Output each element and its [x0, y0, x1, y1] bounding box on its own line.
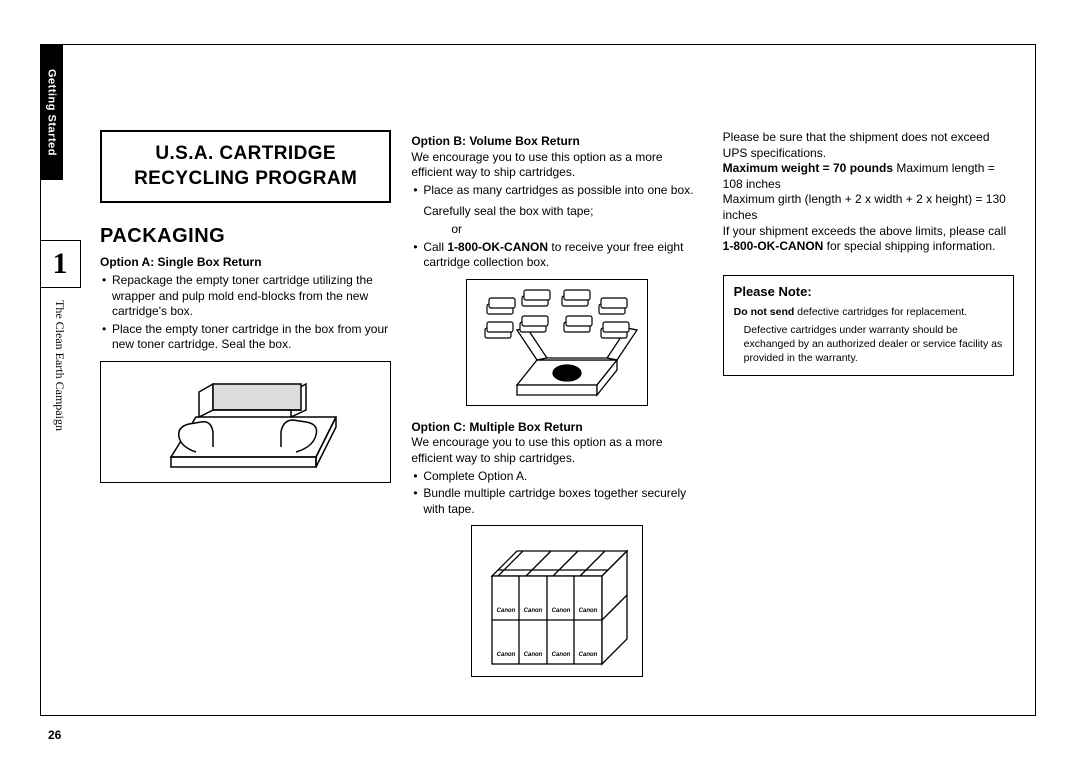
option-b-list2: Call 1-800-OK-CANON to receive your free… [411, 240, 702, 271]
option-a-bullet: Repackage the empty toner cartridge util… [100, 273, 391, 320]
illustration-option-b [466, 279, 648, 406]
option-b-intro: We encourage you to use this option as a… [411, 150, 702, 181]
stacked-boxes-icon: Canon Canon Canon Canon Canon Canon Canon Cano… [472, 526, 642, 676]
option-c-bullet: Complete Option A. [411, 469, 702, 485]
illustration-option-a [100, 361, 391, 483]
svg-text:Canon: Canon [524, 608, 543, 614]
svg-text:Canon: Canon [552, 608, 571, 614]
svg-text:Canon: Canon [497, 652, 516, 658]
please-note-box: Please Note: Do not send defective cartr… [723, 275, 1014, 377]
svg-text:Canon: Canon [524, 652, 543, 658]
svg-text:Canon: Canon [579, 652, 598, 658]
note-title: Please Note: [734, 284, 1003, 301]
note-body: Do not send defective cartridges for rep… [734, 305, 1003, 366]
option-b-bullet: Place as many cartridges as possible int… [411, 183, 702, 199]
option-a-bullet: Place the empty toner cartridge in the b… [100, 322, 391, 353]
option-b-heading: Option B: Volume Box Return [411, 134, 702, 150]
box-hands-icon [141, 362, 351, 482]
option-a-heading: Option A: Single Box Return [100, 255, 391, 271]
shipping-girth: Maximum girth (length + 2 x width + 2 x … [723, 192, 1014, 223]
shipping-p1: Please be sure that the shipment does no… [723, 130, 1014, 161]
phone-number: 1-800-OK-CANON [447, 240, 548, 254]
option-b-subtext: Carefully seal the box with tape; [411, 204, 702, 220]
chapter-title-vertical: The Clean Earth Campaign [52, 300, 67, 431]
svg-text:Canon: Canon [497, 608, 516, 614]
option-c-heading: Option C: Multiple Box Return [411, 420, 702, 436]
shipping-maxweight: Maximum weight = 70 pounds Maximum lengt… [723, 161, 1014, 192]
main-content: U.S.A. CARTRIDGE RECYCLING PROGRAM PACKA… [100, 130, 1014, 698]
program-title-box: U.S.A. CARTRIDGE RECYCLING PROGRAM [100, 130, 391, 203]
title-line-2: RECYCLING PROGRAM [112, 167, 379, 192]
option-b-or: or [411, 222, 702, 238]
svg-text:Canon: Canon [579, 608, 598, 614]
option-c-intro: We encourage you to use this option as a… [411, 435, 702, 466]
side-tab: Getting Started [40, 44, 63, 180]
page-number: 26 [48, 728, 61, 742]
option-c-bullet: Bundle multiple cartridge boxes together… [411, 486, 702, 517]
option-a-list: Repackage the empty toner cartridge util… [100, 273, 391, 353]
shipping-overlimit: If your shipment exceeds the above limit… [723, 224, 1014, 255]
illustration-option-c: Canon Canon Canon Canon Canon Canon Canon Cano… [471, 525, 643, 677]
section-heading-packaging: PACKAGING [100, 223, 391, 249]
option-b-bullet: Call 1-800-OK-CANON to receive your free… [411, 240, 702, 271]
svg-text:Canon: Canon [552, 652, 571, 658]
option-b-list: Place as many cartridges as possible int… [411, 183, 702, 199]
title-line-1: U.S.A. CARTRIDGE [112, 142, 379, 167]
volume-box-icon [467, 280, 647, 405]
phone-number: 1-800-OK-CANON [723, 239, 824, 253]
chapter-number: 1 [40, 240, 81, 288]
option-c-list: Complete Option A. Bundle multiple cartr… [411, 469, 702, 518]
